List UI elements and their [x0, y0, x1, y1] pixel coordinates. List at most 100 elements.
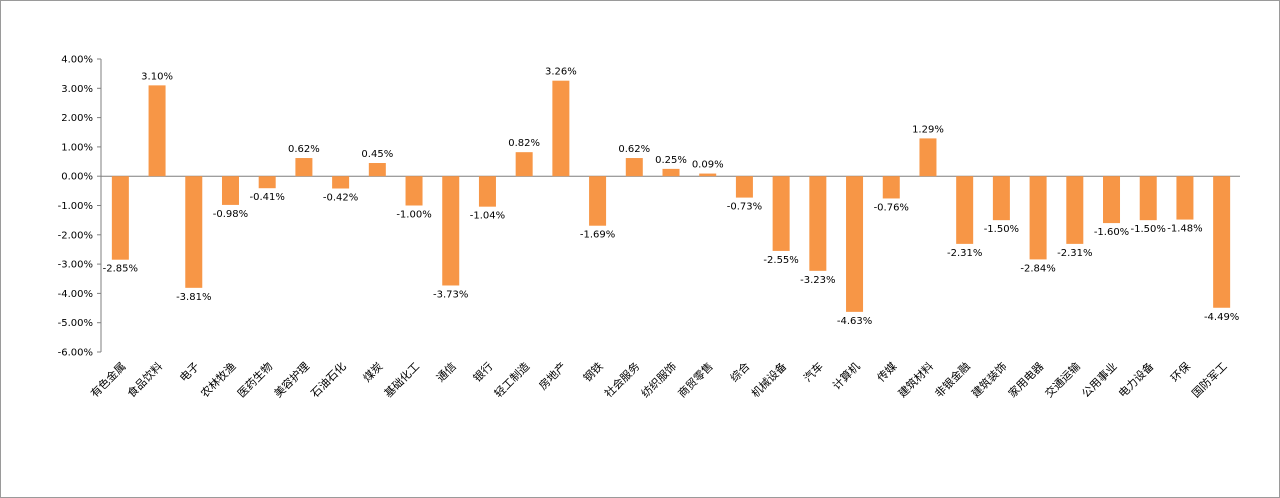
category-label: 公用事业: [1079, 360, 1119, 400]
y-tick-label: -4.00%: [58, 289, 93, 300]
bar: [1029, 176, 1047, 260]
data-label: -2.84%: [1020, 263, 1055, 274]
bar: [882, 176, 900, 199]
data-label: -3.81%: [176, 292, 211, 303]
bar: [589, 176, 607, 226]
data-label: -2.31%: [947, 248, 982, 259]
y-tick-label: -1.00%: [58, 201, 93, 212]
data-label: -2.85%: [103, 264, 138, 275]
category-label: 汽车: [801, 359, 826, 384]
category-label: 石油石化: [308, 359, 349, 400]
bar: [846, 176, 864, 312]
bar: [405, 176, 423, 206]
y-tick-label: -2.00%: [58, 230, 93, 241]
category-label: 机械设备: [748, 359, 789, 400]
category-label: 轻工制造: [491, 359, 532, 400]
data-label: -1.60%: [1094, 227, 1129, 238]
category-label: 通信: [434, 360, 459, 385]
category-label: 电子: [177, 360, 202, 385]
bar: [148, 85, 166, 177]
category-label: 交通运输: [1042, 359, 1083, 400]
data-label: -1.48%: [1167, 224, 1202, 235]
data-labels: -2.85% 3.10% -3.81% -0.98%-0.41% 0.62% -0.42%…: [103, 67, 1240, 327]
data-label: -4.49%: [1204, 312, 1239, 323]
data-label: -0.76%: [874, 202, 909, 213]
data-label: 0.45%: [361, 149, 393, 160]
category-label: 社会服务: [601, 359, 642, 400]
data-label: -0.73%: [727, 202, 762, 213]
bar: [1176, 176, 1194, 220]
data-label: 0.09%: [692, 160, 724, 171]
category-label: 农林牧渔: [198, 359, 239, 400]
bar: [552, 80, 570, 177]
data-label: -2.55%: [763, 255, 798, 266]
y-tick-label: 2.00%: [61, 113, 93, 124]
bar: [442, 176, 460, 286]
data-label: 3.26%: [545, 67, 577, 78]
data-label: -1.00%: [396, 210, 431, 221]
y-tick-label: 3.00%: [61, 84, 93, 95]
bar: [332, 176, 350, 189]
category-label: 医药生物: [234, 359, 275, 400]
category-label: 环保: [1168, 359, 1193, 384]
data-label: 0.25%: [655, 155, 687, 166]
bar: [1139, 176, 1157, 221]
data-label: 1.29%: [912, 124, 944, 135]
bar: [699, 173, 717, 177]
bar: [735, 176, 753, 198]
y-tick-label: -6.00%: [58, 348, 93, 359]
data-label: 3.10%: [141, 71, 173, 82]
bar: [992, 176, 1010, 221]
bar: [258, 176, 276, 189]
data-label: -0.41%: [249, 192, 284, 203]
y-tick-label: 1.00%: [61, 142, 93, 153]
bar: [919, 138, 937, 177]
category-label: 建筑装饰: [968, 359, 1009, 400]
bar: [295, 158, 313, 177]
data-label: -1.50%: [1131, 224, 1166, 235]
bar: [111, 176, 129, 260]
bar: [772, 176, 790, 251]
bar: [1213, 176, 1231, 308]
category-label: 房地产: [536, 359, 569, 392]
category-label: 有色金属: [87, 359, 128, 400]
y-axis: 4.00% 3.00% 2.00% 1.00% 0.00% -1.00% -2.00% -3.…: [58, 55, 1240, 359]
y-tick-label: 4.00%: [61, 55, 93, 66]
bars: [111, 80, 1231, 312]
bar: [368, 163, 386, 177]
category-label: 银行: [470, 359, 495, 384]
bar: [662, 168, 680, 177]
bar: [515, 152, 533, 177]
data-label: 0.82%: [508, 138, 540, 149]
data-label: -1.50%: [984, 224, 1019, 235]
category-label: 计算机: [829, 359, 862, 392]
y-tick-label: -5.00%: [58, 318, 93, 329]
category-label: 食品饮料: [124, 359, 165, 400]
bar: [1103, 176, 1121, 224]
bar: [625, 158, 643, 177]
bar: [221, 176, 239, 205]
bar: [1066, 176, 1084, 244]
data-label: -1.69%: [580, 230, 615, 241]
data-label: 0.62%: [288, 144, 320, 155]
data-label: -1.04%: [470, 211, 505, 222]
category-label: 纺织服饰: [638, 359, 679, 400]
category-label: 国防军工: [1189, 359, 1230, 400]
y-tick-label: 0.00%: [61, 172, 93, 183]
data-label: -3.73%: [433, 289, 468, 300]
bar: [185, 176, 203, 288]
data-label: -0.42%: [323, 193, 358, 204]
category-label: 家用电器: [1005, 359, 1046, 400]
bar: [809, 176, 827, 271]
category-label: 非银金融: [932, 359, 973, 400]
category-label: 钢铁: [581, 360, 606, 385]
data-label: -4.63%: [837, 316, 872, 327]
category-label: 基础化工: [381, 359, 422, 400]
data-label: -3.23%: [800, 275, 835, 286]
bar: [478, 176, 496, 207]
category-label: 综合: [727, 359, 752, 384]
data-label: -2.31%: [1057, 248, 1092, 259]
